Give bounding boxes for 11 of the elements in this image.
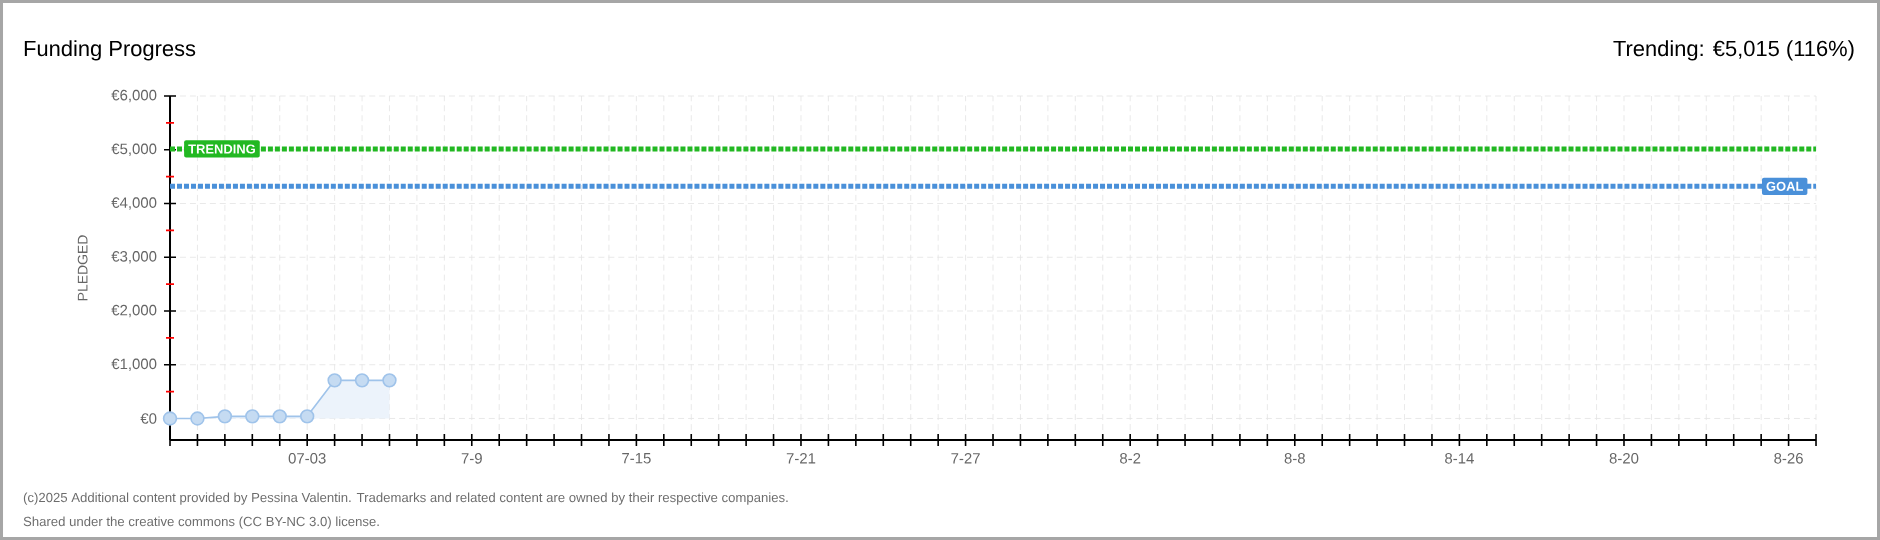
point	[190, 411, 205, 426]
chart-subtitle: Trending: €5,015 (116%)	[1613, 40, 1854, 61]
point	[272, 409, 287, 424]
point	[327, 373, 342, 388]
point	[162, 411, 178, 426]
point	[382, 373, 397, 388]
chart-title: Funding Progress	[24, 40, 196, 61]
point	[299, 409, 315, 424]
point	[245, 409, 260, 424]
point	[217, 409, 233, 424]
point	[354, 373, 370, 388]
